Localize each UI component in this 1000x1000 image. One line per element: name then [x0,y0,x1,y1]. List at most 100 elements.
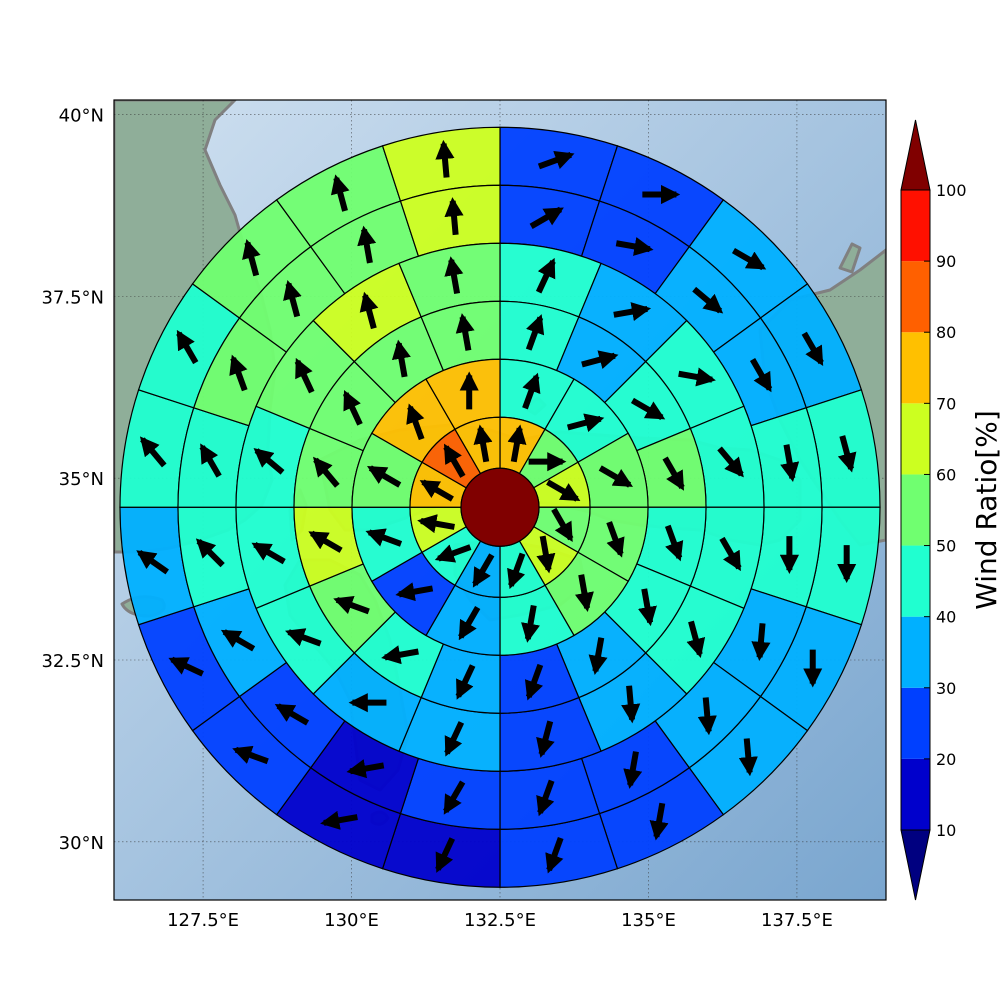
wind-arrow [525,314,545,351]
wind-arrow [613,302,652,322]
colorbar-level-label: 40 [936,608,956,627]
lon-tick-label: 130°E [324,910,379,931]
lat-tick-label: 40°N [59,106,104,127]
wind-arrow [535,257,556,294]
wind-arrow [780,444,800,482]
wind-arrow [801,331,824,366]
colorbar-band [901,474,930,546]
wind-arrow [139,436,167,468]
wind-arrow [346,759,385,779]
wind-arrow [242,238,261,277]
wind-arrow [615,237,654,256]
lat-tick-labels: 40°N 37.5°N 35°N 32.5°N 30°N [41,106,104,854]
wind-arrow [232,745,269,765]
colorbar-title: Wind Ratio[%] [970,410,1000,610]
wind-arrow [229,354,248,392]
wind-arrow [566,413,605,432]
colorbar-band [901,687,930,759]
wind-arrow [621,685,641,724]
wind-arrow [719,536,742,572]
wind-arrow [524,663,544,701]
wind-arrow [662,456,685,491]
wind-arrow [455,313,475,351]
map-area [114,100,886,900]
wind-arrow [395,582,434,602]
lon-tick-label: 137.5°E [761,910,833,931]
wind-arrow [435,139,455,178]
colorbar-level-label: 100 [936,181,967,200]
colorbar: 10 20 30 40 50 60 70 80 90 100 [900,119,967,901]
wind-arrow [717,446,744,478]
colorbar-level-label: 50 [936,537,956,556]
wind-arrow [546,479,581,502]
colorbar-over-triangle [900,119,931,191]
wind-arrow [588,637,608,675]
wind-arrow [638,588,657,627]
wind-arrow [536,779,555,817]
wind-arrow [574,574,594,612]
wind-arrow [545,836,564,874]
wind-arrow [598,465,633,488]
lon-tick-labels: 127.5°E 130°E 132.5°E 135°E 137.5°E [167,910,833,931]
wind-arrow [455,664,476,700]
wind-arrow [678,367,716,387]
sado-island [838,242,862,274]
map-frame [113,99,887,901]
wind-arrow [342,390,363,426]
wind-arrow [731,247,767,271]
wind-arrow [357,225,377,264]
wind-arrow [330,174,350,212]
wind-arrow [551,507,574,543]
colorbar-band [901,332,930,404]
sector-layer [119,126,881,888]
wind-arrow [381,645,419,665]
wind-arrow [537,151,575,170]
wind-arrow [391,339,411,378]
colorbar-level-label: 10 [936,821,956,840]
wind-arrow [458,605,481,641]
wind-arrow [606,521,625,558]
wind-arrow [472,553,495,588]
wind-arrow [367,465,402,488]
wind-arrow [686,620,706,658]
wind-arrow [168,656,204,677]
wind-arrow [359,291,379,330]
colorbar-level-label: 30 [936,679,956,698]
wind-arrow [649,802,669,841]
lon-tick-label: 132.5°E [464,910,536,931]
wind-arrow [136,549,169,575]
wind-arrow [435,837,455,873]
wind-arrow [444,721,465,757]
wind-arrow [220,629,256,652]
colorbar-outline [900,189,931,831]
colorbar-level-label: 20 [936,750,956,769]
wind-arrows [136,139,857,874]
wind-arrow [443,443,466,478]
wind-arrow [274,703,310,726]
colorbar-band [901,758,930,830]
colorbar-level-label: 70 [936,394,956,413]
wind-arrow [251,542,286,565]
wind-arrow [692,286,724,314]
wind-arrow [529,206,564,229]
wind-arrow [285,628,322,647]
lon-tick-label: 127.5°E [167,910,239,931]
wind-arrow [837,435,857,473]
wind-arrow [444,256,464,295]
lat-tick-label: 30°N [59,833,104,854]
lat-tick-label: 37.5°N [41,287,104,308]
wind-arrow [283,279,302,318]
wind-arrow [507,424,527,463]
wind-arrow [365,528,403,547]
wind-arrow [434,544,472,563]
lat-tick-label: 35°N [59,469,104,490]
wind-arrow [536,720,555,758]
wind-arrow [749,358,773,393]
wind-arrow [443,780,466,815]
colorbar-level-label: 80 [936,323,956,342]
wind-arrow [176,329,199,365]
wind-arrow [664,524,684,562]
wind-arrow [419,479,454,502]
colorbar-level-label: 90 [936,252,956,271]
